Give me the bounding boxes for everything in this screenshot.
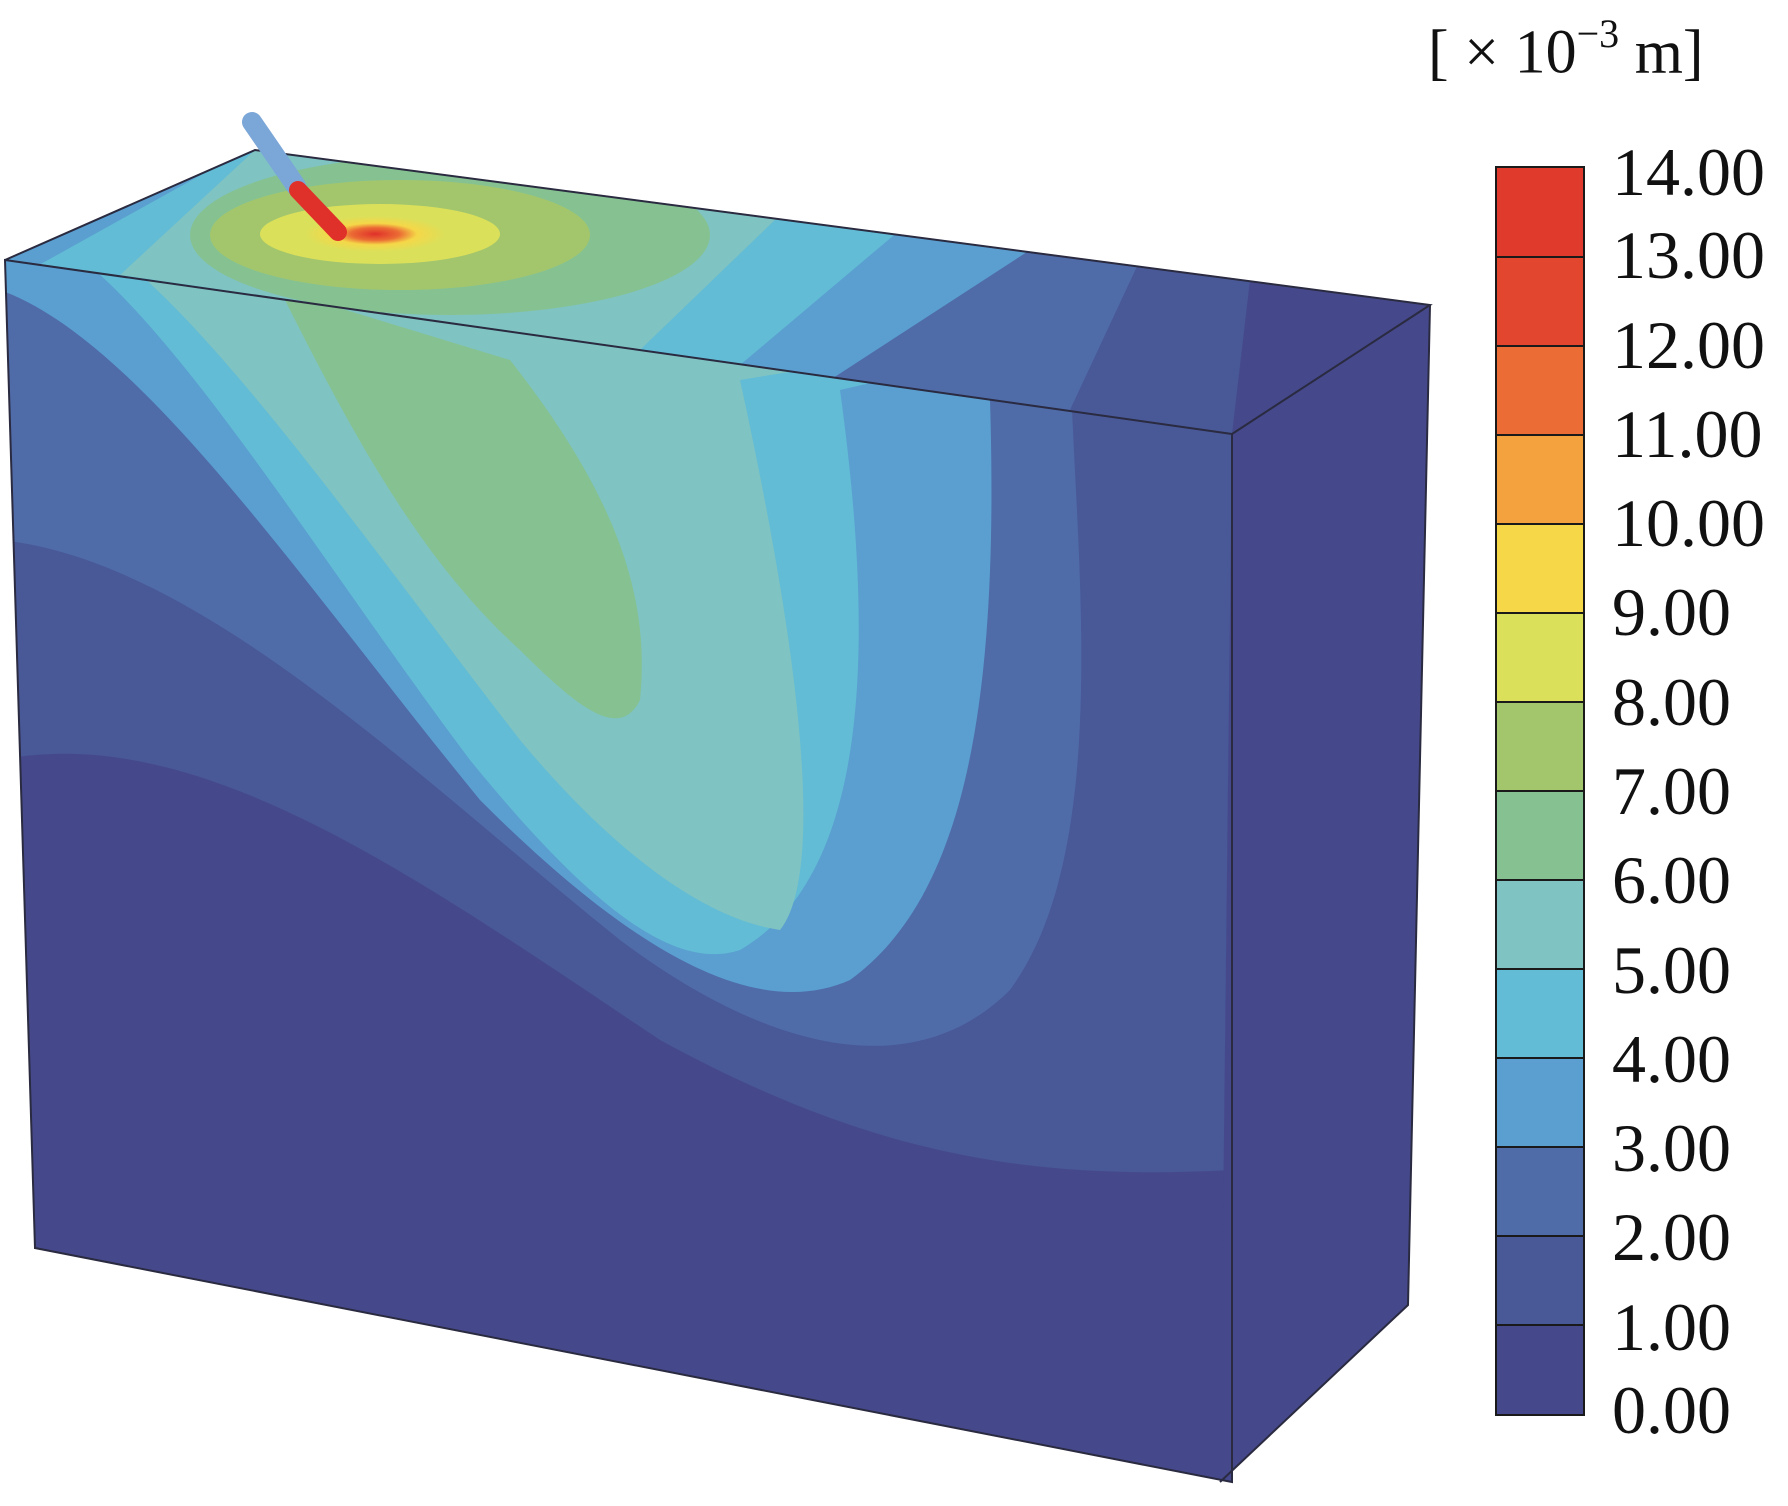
legend-swatch bbox=[1497, 880, 1583, 969]
legend-labels: 14.00 13.00 12.00 11.00 10.00 9.00 8.00 7.00 6.0… bbox=[1612, 0, 1788, 1506]
legend-swatch bbox=[1497, 1058, 1583, 1147]
legend-swatch bbox=[1497, 1236, 1583, 1326]
band-6-7 bbox=[280, 290, 642, 719]
legend-swatch bbox=[1497, 1147, 1583, 1236]
legend-swatch bbox=[1497, 168, 1583, 257]
legend-swatch bbox=[1497, 257, 1583, 346]
legend-tick-label: 3.00 bbox=[1612, 1110, 1731, 1187]
front-face bbox=[5, 260, 1232, 1482]
legend-tick-label: 13.00 bbox=[1612, 217, 1765, 294]
legend-swatch bbox=[1497, 613, 1583, 702]
block-edges bbox=[3, 148, 1433, 1484]
legend-swatch bbox=[1497, 435, 1583, 524]
legend-tick-label: 6.00 bbox=[1612, 842, 1731, 919]
side-face bbox=[1220, 305, 1430, 1482]
legend-tick-label: 10.00 bbox=[1612, 485, 1765, 562]
legend-tick-label: 9.00 bbox=[1612, 574, 1731, 651]
legend-swatch bbox=[1497, 702, 1583, 791]
legend-tick-label: 11.00 bbox=[1612, 395, 1763, 472]
legend-swatch bbox=[1497, 524, 1583, 613]
legend-colorbar bbox=[1495, 166, 1585, 1416]
legend-tick-label: 8.00 bbox=[1612, 663, 1731, 740]
legend-tick-label: 0.00 bbox=[1612, 1372, 1731, 1448]
legend-tick-label: 12.00 bbox=[1612, 306, 1765, 383]
legend-swatch bbox=[1497, 969, 1583, 1058]
legend-tick-label: 7.00 bbox=[1612, 753, 1731, 829]
legend-tick-label: 5.00 bbox=[1612, 931, 1731, 1008]
probe-rod bbox=[242, 112, 347, 241]
legend-swatch bbox=[1497, 346, 1583, 435]
legend-unit-label: [ × 10−3 m] bbox=[1428, 11, 1704, 87]
legend-swatch bbox=[1497, 791, 1583, 880]
legend-tick-label: 1.00 bbox=[1612, 1288, 1731, 1365]
legend-tick-label: 14.00 bbox=[1612, 134, 1765, 210]
legend-swatch bbox=[1497, 1325, 1583, 1414]
legend-tick-label: 4.00 bbox=[1612, 1020, 1731, 1097]
legend-tick-label: 2.00 bbox=[1612, 1199, 1731, 1276]
